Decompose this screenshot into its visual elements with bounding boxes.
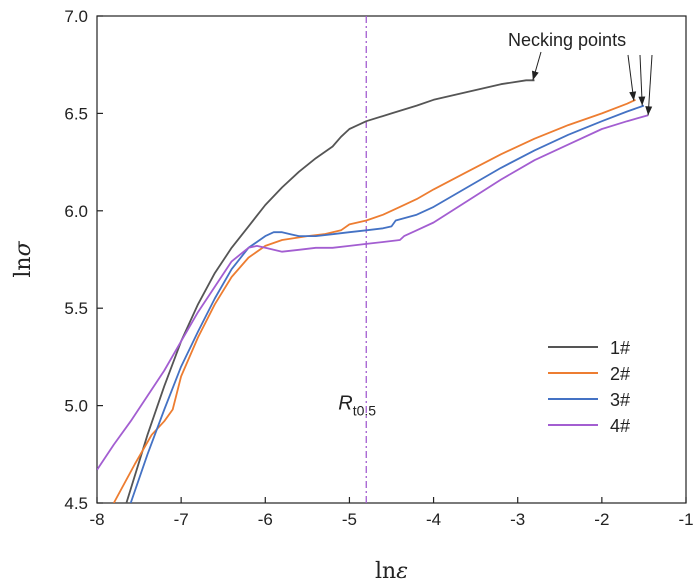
plot-area: Rt0.5 Necking points (96, 15, 687, 504)
x-axis-ticks: -8 -7 -6 -5 -4 -3 -2 -1 (89, 497, 694, 529)
necking-arrow-head (531, 70, 539, 81)
series-line-2 (113, 98, 636, 503)
x-axis-label-symbol: ε (396, 559, 408, 584)
y-tick-label: 5.5 (64, 299, 88, 318)
x-tick-label: -1 (678, 510, 693, 529)
y-tick-label: 6.0 (64, 202, 88, 221)
y-tick-label: 4.5 (64, 494, 88, 513)
legend-label: 1# (610, 338, 630, 358)
x-axis-label-prefix: ln (375, 559, 396, 584)
x-tick-label: -2 (594, 510, 609, 529)
x-tick-label: -4 (426, 510, 441, 529)
x-tick-label: -3 (510, 510, 525, 529)
y-tick-label: 6.5 (64, 104, 88, 123)
necking-arrow-line (647, 54, 653, 116)
necking-arrow-head (638, 96, 646, 106)
series-line-4 (97, 114, 649, 471)
annotation-group: Necking points (508, 30, 653, 116)
series-group (97, 79, 649, 503)
x-tick-label: -6 (258, 510, 273, 529)
y-tick-label: 7.0 (64, 7, 88, 26)
legend-label: 2# (610, 364, 630, 384)
series-line-3 (129, 104, 645, 503)
y-axis-label-symbol: σ (11, 240, 36, 256)
y-tick-label: 5.0 (64, 397, 88, 416)
necking-arrow-head (645, 106, 653, 116)
y-axis-label-prefix: ln (11, 256, 36, 277)
x-tick-label: -7 (174, 510, 189, 529)
reference-line-group: Rt0.5 (338, 16, 376, 503)
x-tick-label: -5 (342, 510, 357, 529)
necking-annotation-label: Necking points (508, 30, 626, 50)
series-line-1 (125, 79, 535, 503)
legend-label: 3# (610, 390, 630, 410)
x-axis-label: lnε (375, 559, 408, 584)
y-axis-ticks: 4.5 5.0 5.5 6.0 6.5 7.0 (64, 7, 103, 513)
legend: 1# 2# 3# 4# (548, 338, 630, 436)
plot-frame (96, 15, 687, 504)
legend-label: 4# (610, 416, 630, 436)
reference-line-label: Rt0.5 (338, 392, 376, 418)
y-axis-label: lnσ (11, 240, 36, 277)
x-tick-label: -8 (89, 510, 104, 529)
necking-arrow-head (629, 91, 637, 101)
